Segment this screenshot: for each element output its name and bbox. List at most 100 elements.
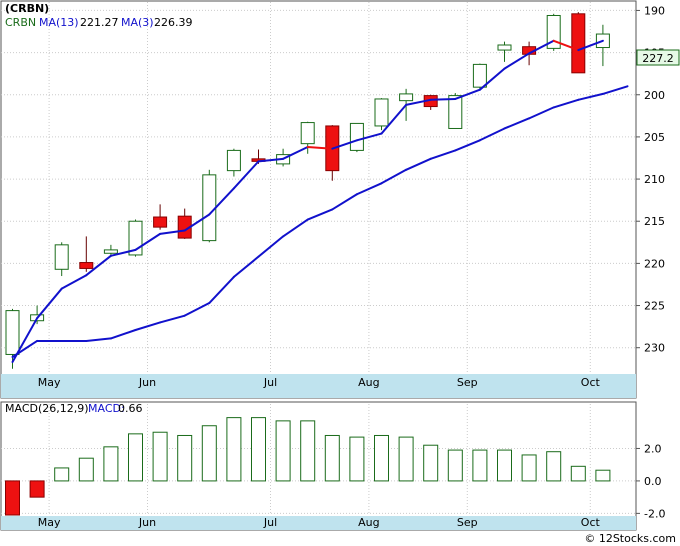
ma3-segment — [134, 232, 162, 251]
ma3-segment — [282, 146, 309, 160]
candle-body — [202, 174, 217, 242]
candle-body — [153, 216, 168, 228]
ma3-segment — [577, 39, 604, 52]
price-y-tick-label: 205 — [644, 131, 665, 144]
legend-ma13-value: 221.27 — [80, 16, 119, 29]
ma13-segment — [134, 321, 162, 331]
ma3-segment — [109, 248, 137, 257]
macd-y-tick-label: -2.0 — [644, 507, 665, 520]
macd-panel-frame — [0, 401, 637, 531]
macd-legend: MACD(26,12,9) MACD: 0.66 — [5, 402, 143, 415]
macd-legend-label: MACD(26,12,9) — [5, 402, 89, 415]
ma13-segment — [478, 127, 506, 142]
ma3-segment — [11, 317, 39, 364]
candle-body — [226, 149, 241, 172]
ma3-segment — [183, 213, 211, 232]
candle-body — [497, 44, 512, 51]
ma3-segment — [454, 88, 481, 100]
price-grid — [1, 2, 636, 373]
macd-bar — [497, 449, 512, 482]
macd-x-tick-label: Oct — [581, 516, 601, 529]
macd-bar — [374, 434, 389, 482]
ma3-segment — [232, 160, 260, 190]
macd-bar — [251, 417, 266, 482]
ma13-segment — [159, 314, 186, 324]
macd-x-tick-label: Jul — [263, 516, 277, 529]
ma3-segment — [552, 39, 580, 52]
price-y-tick-label: 200 — [644, 89, 665, 102]
macd-y-tick-label: 2.0 — [644, 442, 662, 455]
chart-title: (CRBN) — [5, 2, 49, 15]
ma3-segment — [257, 157, 285, 163]
ma13-segment — [109, 328, 137, 340]
price-x-tick-label: Oct — [581, 376, 601, 389]
ma13-segment — [208, 275, 235, 305]
ma3-segment — [306, 146, 334, 150]
legend-symbol: CRBN — [5, 16, 36, 29]
candle-body — [374, 98, 389, 127]
candle-body — [472, 63, 487, 88]
macd-x-axis-band — [1, 516, 636, 530]
macd-bar — [398, 436, 414, 482]
candle-body — [300, 122, 315, 145]
macd-bar — [595, 469, 611, 482]
ma13-segment — [232, 255, 260, 278]
price-y-tick-label: 230 — [644, 342, 665, 355]
ma13-segment — [429, 149, 457, 160]
macd-bar — [177, 434, 193, 482]
legend-ma13-label: MA(13) — [39, 16, 79, 29]
ma3-segment — [528, 39, 555, 55]
footer-credit: © 12Stocks.com — [584, 532, 676, 545]
macd-bar — [128, 433, 143, 482]
ma13-segment — [183, 302, 211, 317]
candle-body — [79, 262, 94, 269]
ma3-segment — [159, 229, 186, 235]
candle-body — [571, 13, 586, 74]
macd-bar — [546, 451, 562, 482]
candle-body — [349, 122, 364, 151]
ma3-segment — [405, 98, 432, 106]
macd-x-axis: May Jun Jul Aug Sep Oct — [38, 516, 601, 529]
price-y-tick-label: 215 — [644, 215, 665, 228]
macd-bar — [103, 446, 119, 482]
last-price-label: 227.2 — [642, 52, 674, 65]
candle-body — [546, 14, 561, 49]
macd-bar — [423, 444, 439, 482]
price-x-tick-label: May — [38, 376, 61, 389]
ma3-segment — [478, 67, 506, 91]
ma3-segment — [355, 132, 383, 142]
moving-average-lines — [11, 39, 629, 364]
macd-bar — [275, 420, 291, 482]
ma13-segment — [405, 157, 432, 171]
price-x-tick-label: Sep — [457, 376, 478, 389]
macd-x-tick-label: Aug — [358, 516, 379, 529]
price-y-tick-label: 210 — [644, 173, 665, 186]
ma13-segment — [282, 218, 309, 238]
price-legend: CRBN MA(13) 221.27 MA(3) 226.39 — [5, 16, 193, 29]
legend-ma3-label: MA(3) — [121, 16, 154, 29]
price-y-tick-label: 220 — [644, 257, 665, 270]
ma13-segment — [552, 98, 580, 109]
macd-bar — [5, 480, 20, 516]
macd-bar — [226, 417, 242, 482]
macd-x-tick-label: Sep — [457, 516, 478, 529]
ma3-segment — [429, 97, 457, 101]
ma13-segment — [601, 85, 629, 95]
candle-body — [54, 244, 69, 270]
price-y-tick-label: 225 — [644, 300, 665, 313]
macd-bar — [152, 431, 168, 482]
macd-y-tick-label: 0.0 — [644, 475, 662, 488]
last-price-box — [636, 49, 680, 66]
ma3-segment — [208, 187, 235, 216]
ma13-segment — [454, 139, 481, 152]
candle-body — [399, 93, 414, 102]
ma13-segment — [528, 106, 555, 120]
candle-body — [128, 220, 143, 256]
price-panel-frame — [0, 0, 637, 399]
price-y-tick-label: 190 — [644, 4, 665, 17]
price-x-tick-label: Jun — [138, 376, 156, 389]
ma13-segment — [355, 182, 383, 196]
price-y-axis: 230225220215210205200195190 — [636, 4, 665, 355]
ma3-segment — [85, 254, 112, 277]
